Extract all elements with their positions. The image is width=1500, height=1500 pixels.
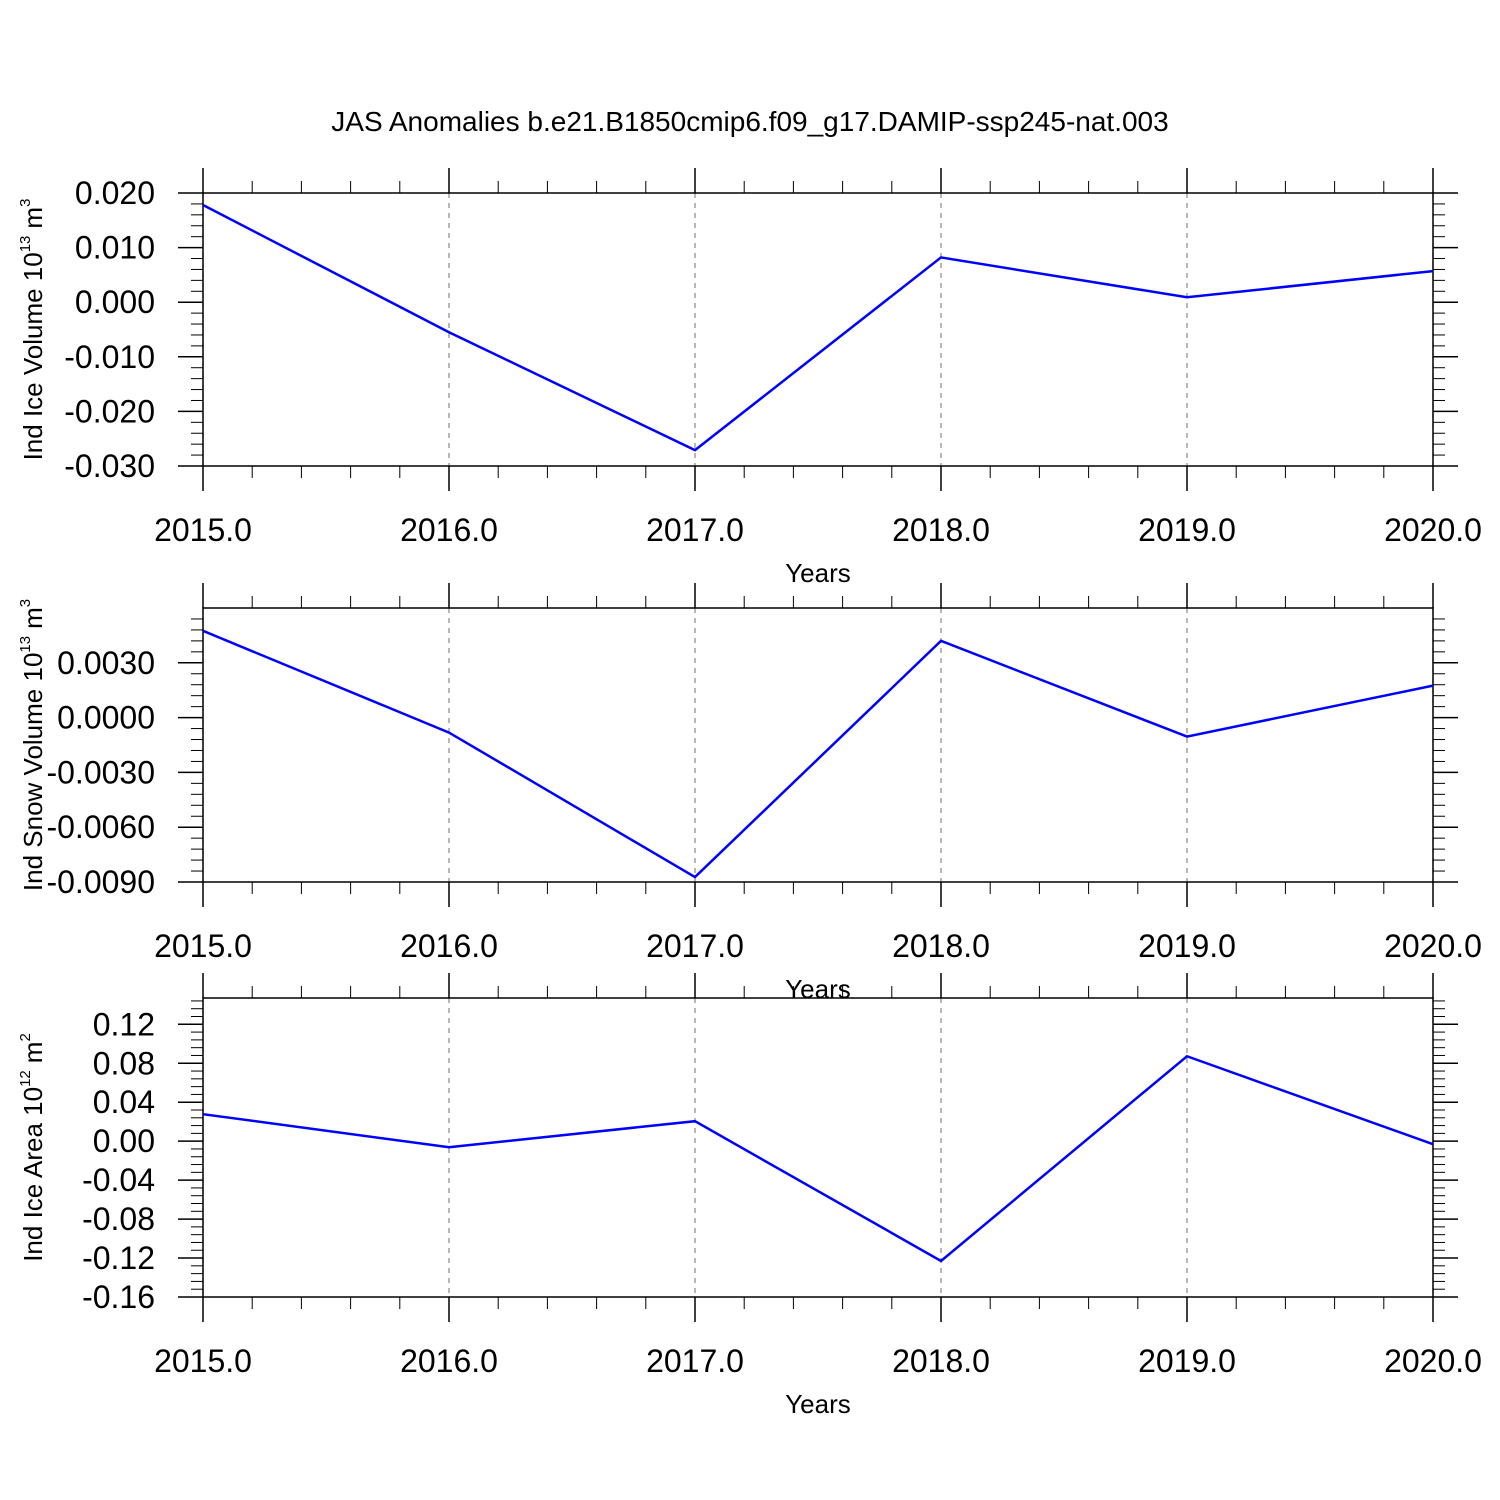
x-axis-label: Years (785, 974, 851, 1004)
y-tick-label: -0.010 (64, 339, 155, 375)
y-axis-label-part: Ind Ice Volume 10 (18, 252, 48, 460)
x-tick-label: 2015.0 (154, 512, 252, 548)
x-tick-label: 2017.0 (646, 928, 744, 964)
y-tick-label: -0.04 (82, 1162, 155, 1198)
y-tick-label: 0.00 (93, 1123, 155, 1159)
x-axis-label: Years (785, 558, 851, 588)
y-tick-label: 0.04 (93, 1084, 155, 1120)
y-tick-label: -0.0060 (46, 809, 155, 845)
plot-frame (202, 997, 1434, 1298)
x-tick-label: 2015.0 (154, 928, 252, 964)
x-tick-label: 2018.0 (892, 928, 990, 964)
y-tick-label: -0.0030 (46, 754, 155, 790)
y-axis-label-part: 3 (17, 599, 34, 607)
x-tick-label: 2015.0 (154, 1343, 252, 1379)
x-tick-label: 2018.0 (892, 512, 990, 548)
y-tick-label: -0.0090 (46, 864, 155, 900)
y-axis-label: Ind Ice Volume 1013 m3 (17, 199, 48, 461)
data-line (202, 629, 1434, 879)
y-axis-label-part: 12 (17, 1070, 34, 1087)
data-line (202, 1054, 1434, 1263)
x-tick-label: 2019.0 (1138, 928, 1236, 964)
x-tick-label: 2020.0 (1384, 928, 1482, 964)
x-tick-label: 2018.0 (892, 1343, 990, 1379)
y-axis-label-part: m (18, 607, 48, 629)
y-tick-label: -0.08 (82, 1201, 155, 1237)
x-axis-label: Years (785, 1389, 851, 1419)
y-axis-label-part: Ind Snow Volume 10 (18, 653, 48, 892)
x-tick-label: 2016.0 (400, 1343, 498, 1379)
y-axis-label-part: 13 (17, 636, 34, 653)
x-tick-label: 2020.0 (1384, 1343, 1482, 1379)
y-tick-label: -0.020 (64, 393, 155, 429)
y-tick-label: 0.08 (93, 1045, 155, 1081)
y-axis-label-part: m (18, 1042, 48, 1064)
y-tick-label: -0.12 (82, 1240, 155, 1276)
y-tick-label: -0.16 (82, 1279, 155, 1315)
y-tick-label: 0.000 (75, 284, 155, 320)
x-tick-label: 2019.0 (1138, 512, 1236, 548)
y-axis-label-part: m (18, 207, 48, 229)
y-axis-label: Ind Snow Volume 1013 m3 (17, 599, 48, 891)
y-tick-label: 0.0030 (57, 645, 155, 681)
x-tick-label: 2016.0 (400, 928, 498, 964)
y-tick-label: 0.010 (75, 230, 155, 266)
x-tick-label: 2019.0 (1138, 1343, 1236, 1379)
y-tick-label: -0.030 (64, 448, 155, 484)
x-tick-label: 2017.0 (646, 1343, 744, 1379)
figure-title: JAS Anomalies b.e21.B1850cmip6.f09_g17.D… (331, 106, 1168, 137)
y-axis-label-part: Ind Ice Area 10 (18, 1087, 48, 1262)
y-axis-label: Ind Ice Area 1012 m2 (17, 1033, 48, 1262)
plot-frame (202, 192, 1434, 467)
plot-frame (202, 607, 1434, 883)
y-tick-label: 0.020 (75, 175, 155, 211)
y-axis-label-part: 2 (17, 1033, 34, 1041)
y-tick-label: 0.12 (93, 1006, 155, 1042)
x-tick-label: 2016.0 (400, 512, 498, 548)
y-axis-label-part: 3 (17, 199, 34, 207)
y-axis-label-part: 13 (17, 236, 34, 253)
data-line (202, 203, 1434, 452)
y-tick-label: 0.0000 (57, 700, 155, 736)
x-tick-label: 2020.0 (1384, 512, 1482, 548)
x-tick-label: 2017.0 (646, 512, 744, 548)
